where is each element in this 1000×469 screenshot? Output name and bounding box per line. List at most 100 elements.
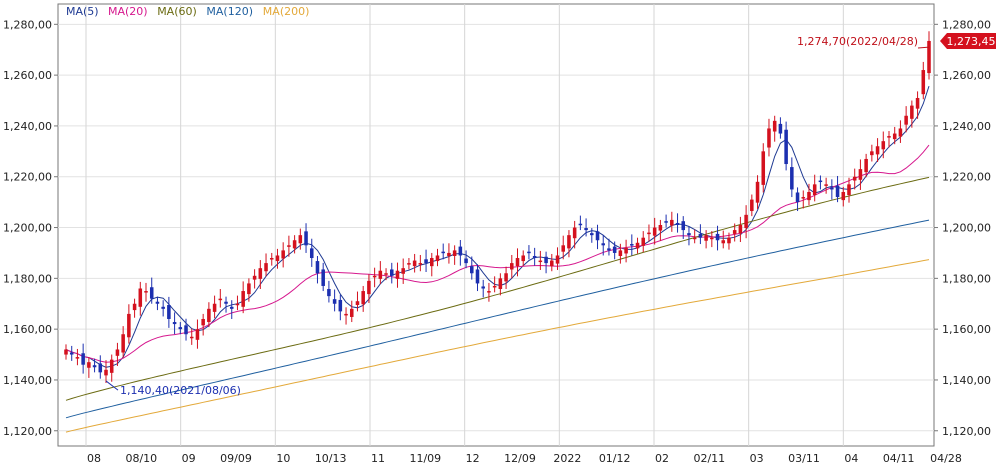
candle-body (218, 298, 223, 301)
y-tick-label-right: 1,280,00 (942, 18, 991, 31)
candle-body (858, 169, 863, 180)
candle-body (109, 359, 114, 373)
last-price-label: 1,273,45 (947, 35, 996, 48)
x-tick-label: 10 (276, 452, 290, 465)
candle-body (790, 167, 794, 190)
candle-body (618, 250, 623, 256)
candle-body (81, 353, 85, 365)
candle-body (738, 225, 743, 234)
candle-body (121, 334, 125, 353)
candle-body (538, 260, 543, 263)
candle-body (447, 252, 451, 256)
candle-body (595, 231, 600, 241)
candle-body (361, 291, 365, 305)
y-gridlines (58, 23, 934, 432)
candle-body (892, 133, 897, 140)
y-tick-label-left: 1,220,00 (3, 171, 52, 184)
candle-body (835, 185, 840, 198)
candle-body (515, 258, 520, 267)
candle-body (710, 237, 714, 240)
candle-body (327, 289, 331, 297)
month-separators (85, 4, 844, 446)
candle-body (252, 275, 257, 280)
legend-item: MA(20) (108, 5, 148, 18)
candle-body (624, 247, 628, 254)
plot-frame (57, 3, 935, 447)
y-tick-label-left: 1,260,00 (3, 69, 52, 82)
candle-body (824, 184, 828, 186)
candle-body (498, 278, 503, 290)
candle-body (915, 97, 920, 109)
candle-body (349, 308, 354, 317)
last-price-badge (940, 32, 996, 49)
candle-body (778, 123, 783, 134)
candle-body (584, 228, 588, 231)
candle-body (812, 184, 817, 196)
candle-body (612, 246, 617, 253)
x-tick-label: 12 (466, 452, 480, 465)
candle-body (544, 256, 548, 264)
candle-body (355, 301, 360, 306)
candle-body (692, 237, 697, 240)
candle-body (384, 273, 388, 275)
candle-body (527, 251, 531, 254)
x-tick-label: 09/09 (220, 452, 252, 465)
candle-body (458, 246, 463, 256)
x-tick-label: 01/12 (599, 452, 631, 465)
candle-body (315, 261, 320, 274)
candle-body (475, 269, 480, 284)
candle-body (801, 197, 806, 199)
ma20-line (65, 144, 930, 363)
y-tick-label-right: 1,240,00 (942, 120, 991, 133)
candle-body (727, 237, 731, 244)
candle-body (167, 305, 171, 319)
candle-body (504, 273, 508, 282)
candle-body (389, 269, 394, 276)
candle-body (281, 250, 285, 259)
candle-body (927, 40, 931, 74)
x-tick-label: 02/11 (693, 452, 725, 465)
candle-body (647, 232, 651, 235)
candle-body (441, 251, 445, 254)
candle-body (864, 158, 868, 173)
candle-body (521, 255, 525, 262)
candle-body (401, 268, 405, 274)
candle-body (264, 263, 268, 272)
legend-item: MA(60) (157, 5, 197, 18)
candle-body (247, 283, 251, 295)
candle-body (75, 357, 80, 359)
candle-body (750, 199, 754, 212)
candle-body (275, 255, 280, 262)
ma-line-5 (65, 259, 930, 433)
candle-body (184, 325, 188, 335)
candle-body (601, 243, 606, 246)
candle-body (98, 363, 103, 373)
candle-body (407, 263, 411, 265)
candle-body (555, 255, 560, 264)
legend: MA(5) MA(20) MA(60) MA(120) MA(200) (66, 5, 309, 18)
candle-body (298, 235, 303, 244)
y-tick-label-right: 1,260,00 (942, 69, 991, 82)
candle-body (550, 260, 554, 267)
y-tick-label-right: 1,220,00 (942, 171, 991, 184)
candle-body (132, 303, 137, 311)
low-annotation-pointer (105, 380, 119, 391)
candle-body (630, 244, 634, 246)
candle-body (172, 322, 177, 325)
candle-body (732, 230, 737, 234)
candle-body (578, 223, 583, 226)
candle-body (127, 313, 131, 338)
y-tick-label-left: 1,180,00 (3, 272, 52, 285)
candle-body (652, 227, 657, 236)
candle-body (235, 303, 240, 306)
candle-body (304, 231, 308, 246)
candle-body (332, 299, 337, 304)
candle-body (435, 255, 440, 262)
candle-body (807, 191, 811, 201)
candle-body (149, 287, 154, 299)
annotations: 1,274,70(2022/04/28) 1,140,40(2021/08/06)… (105, 32, 996, 397)
candle-body (572, 227, 577, 239)
candle-body (241, 291, 245, 307)
x-tick-label: 12/09 (504, 452, 536, 465)
